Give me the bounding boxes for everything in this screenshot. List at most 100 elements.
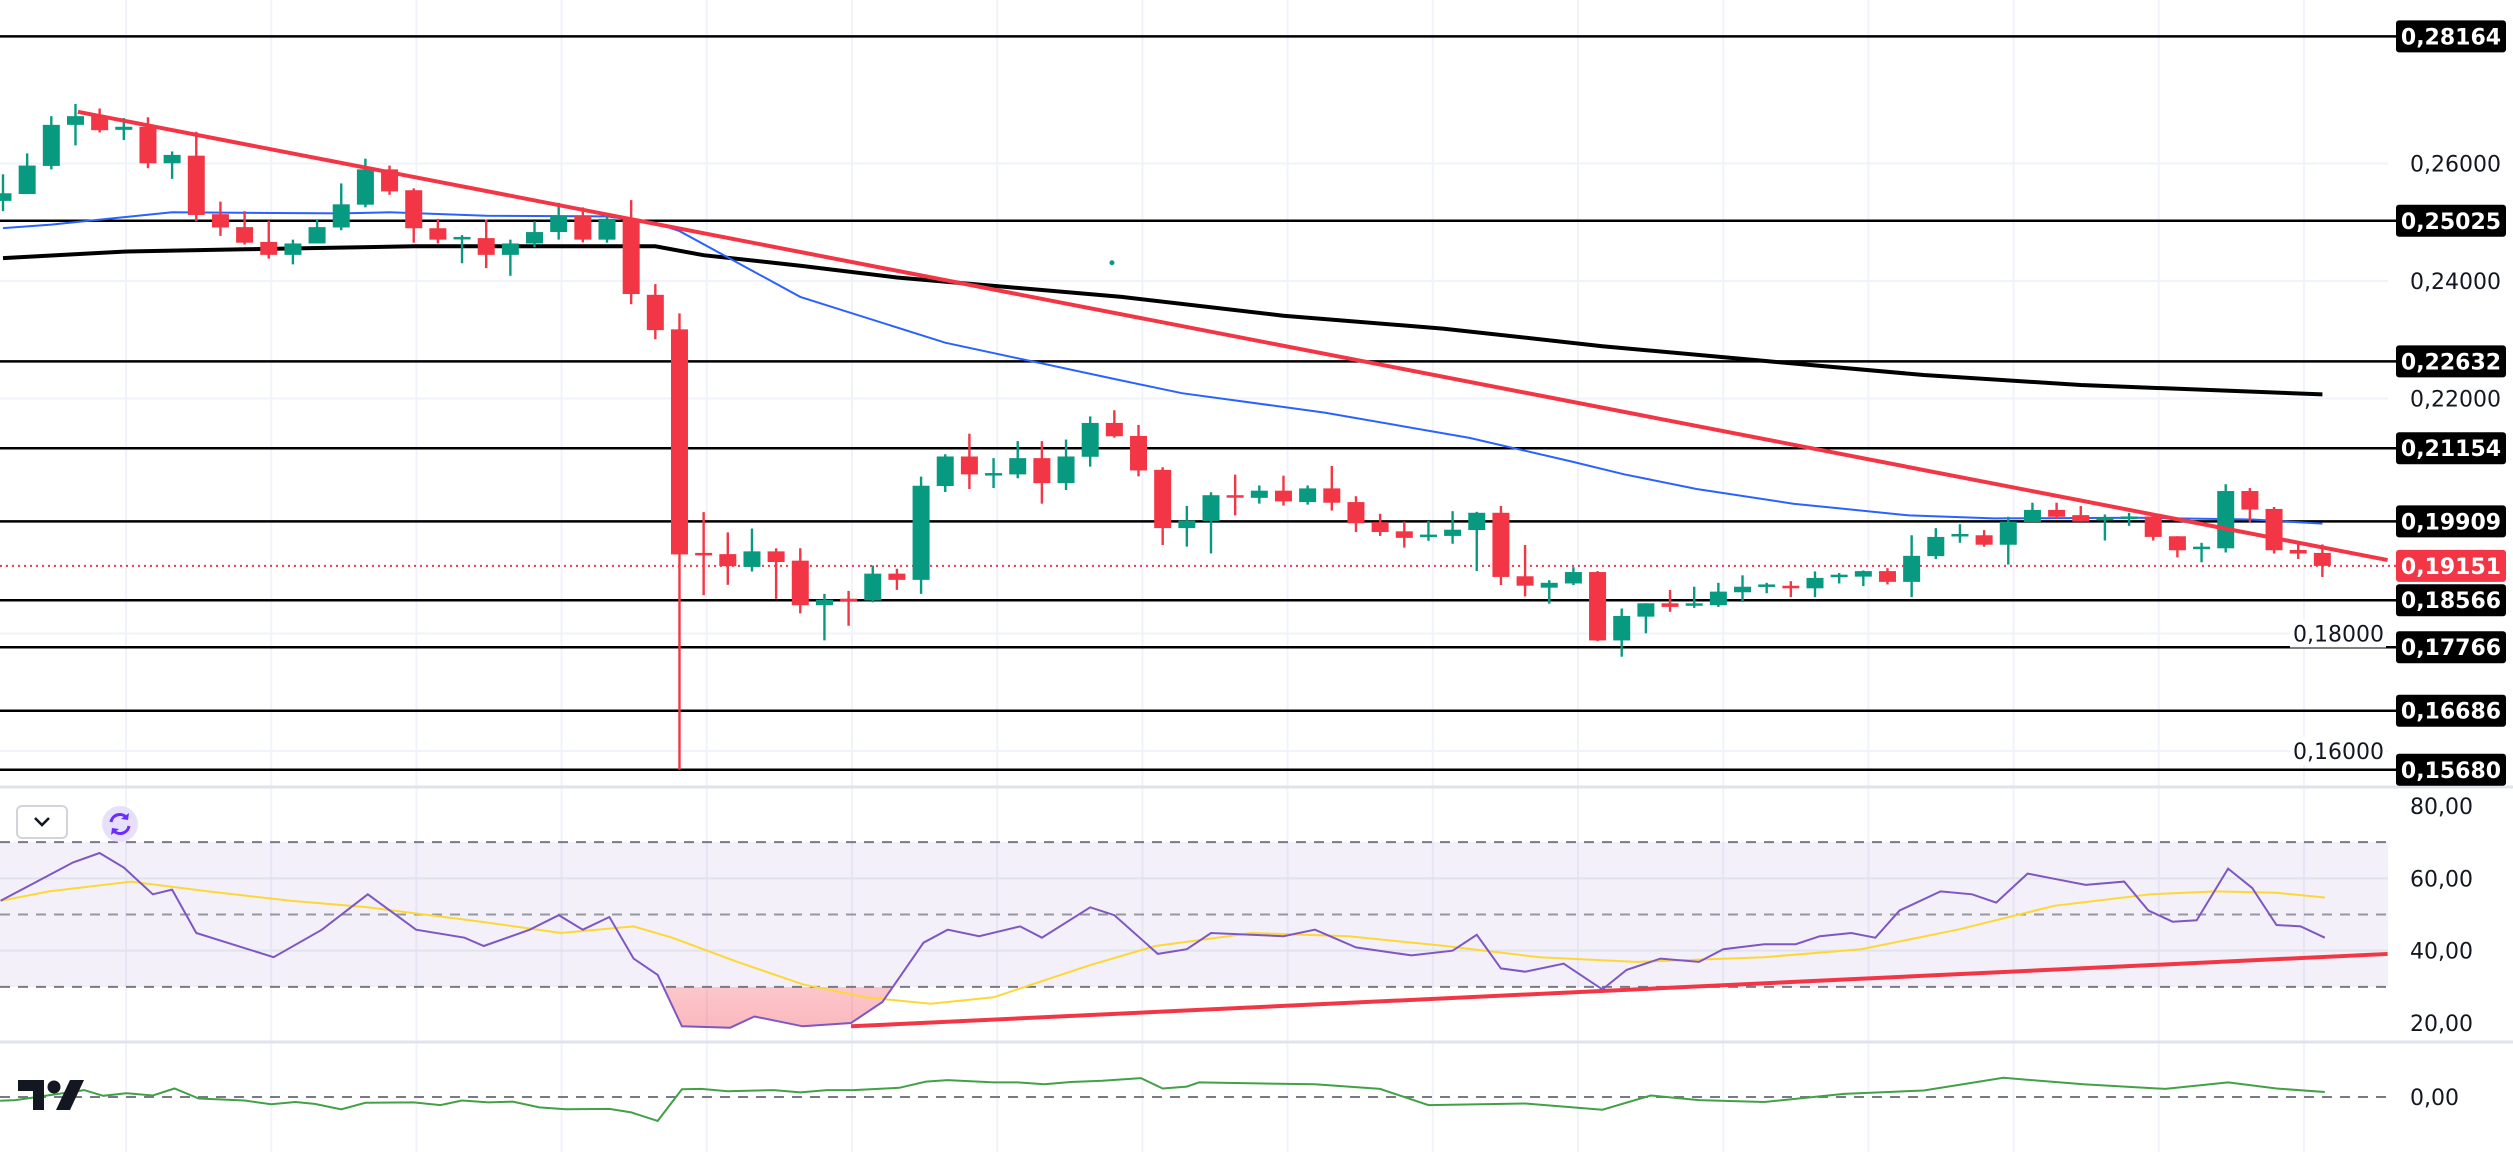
rsi-axis-label: 20,00 (2410, 1012, 2473, 1037)
candle-body (815, 599, 833, 606)
chevron-down-icon (34, 817, 50, 827)
candle (2096, 514, 2114, 541)
candle-body (1444, 529, 1462, 536)
candle (429, 218, 447, 244)
candle-body (1806, 577, 1824, 589)
candle (815, 593, 833, 641)
candle-body (332, 204, 350, 228)
candle (1589, 571, 1607, 642)
candle-body (1492, 512, 1510, 577)
candle (453, 235, 471, 264)
candle-body (163, 154, 181, 164)
candle-body (2072, 515, 2090, 522)
candle-body (1564, 572, 1582, 584)
candle-body (1178, 520, 1196, 529)
candle-body (1395, 531, 1413, 538)
candle (526, 221, 544, 248)
candle-body (42, 124, 60, 166)
candle-body (960, 456, 978, 475)
candle-body (1999, 521, 2017, 545)
candle-body (2120, 516, 2138, 519)
candle-body (1419, 534, 1437, 538)
candle (2265, 506, 2283, 554)
refresh-icon (109, 813, 131, 835)
candle-body (2217, 491, 2235, 549)
candle (91, 108, 109, 133)
candle-body (1685, 603, 1703, 606)
candle-body (187, 155, 205, 215)
candle (1250, 485, 1268, 504)
candle-body (646, 294, 664, 331)
candle-body (2289, 549, 2307, 554)
candle-body (791, 560, 809, 606)
candle (163, 151, 181, 179)
candle (1854, 570, 1872, 587)
candle (2241, 488, 2259, 523)
candle-body (66, 116, 84, 125)
candle (1975, 530, 1993, 547)
candle-body (1154, 469, 1172, 529)
rsi-axis-label: 60,00 (2410, 867, 2473, 892)
candle (743, 528, 761, 572)
candle-body (1371, 522, 1389, 532)
candle-body (139, 126, 157, 164)
candle (864, 565, 882, 603)
price-level-label: 0,22632 (2401, 350, 2501, 375)
candle (1758, 582, 1776, 594)
candle (936, 454, 954, 492)
collapse-pane-button[interactable] (16, 805, 68, 839)
candle (1395, 521, 1413, 548)
candle-body (1130, 435, 1148, 471)
candle-body (1250, 490, 1268, 498)
price-axis-label: 0,22000 (2410, 388, 2501, 413)
price-level-label: 0,16686 (2401, 700, 2501, 725)
candle (332, 183, 350, 231)
candle-body (1323, 488, 1341, 503)
candle (236, 211, 254, 245)
candle (1130, 424, 1148, 477)
candle-body (1516, 576, 1534, 586)
current-price-badge (2396, 549, 2506, 582)
candle (1299, 485, 1317, 505)
candle-body (767, 551, 785, 563)
marker-dot (1109, 260, 1115, 266)
candle (1903, 535, 1921, 598)
price-level-label: 0,18566 (2401, 589, 2501, 614)
candle-body (2265, 508, 2283, 551)
rsi-axis-label: 80,00 (2410, 795, 2473, 820)
candle-body (453, 236, 471, 240)
candle (1226, 474, 1244, 516)
candle-body (0, 193, 12, 201)
price-axis-label: 0,26000 (2410, 153, 2501, 178)
price-axis-label-background (2290, 737, 2386, 765)
candle-body (1782, 585, 1800, 589)
candle-body (1347, 502, 1365, 524)
rsi-ma-line (0, 880, 2325, 1005)
candle (0, 174, 12, 212)
price-axis-label: 0,18000 (2293, 623, 2384, 648)
ma-slow-line (2, 244, 2323, 397)
candle-body (1758, 584, 1776, 587)
candle-body (236, 227, 254, 243)
candle-body (260, 241, 278, 255)
candle (1685, 586, 1703, 608)
candle (1661, 589, 1679, 612)
refresh-button[interactable] (102, 806, 138, 842)
candle-body (2023, 509, 2041, 522)
candle (1516, 545, 1534, 597)
candle (2313, 544, 2331, 577)
candle (1999, 516, 2017, 565)
candle (1709, 582, 1727, 607)
candle-body (1202, 495, 1220, 521)
candle (1951, 524, 1969, 543)
candle (1347, 496, 1365, 532)
price-axis-label-background (2290, 619, 2386, 648)
candle-body (1734, 586, 1752, 593)
candle (1492, 505, 1510, 586)
candle-body (284, 243, 302, 255)
candle-body (936, 456, 954, 487)
candle-body (840, 598, 858, 602)
candle (1444, 511, 1462, 544)
oscillator-axis-label: 0,00 (2410, 1086, 2459, 1111)
